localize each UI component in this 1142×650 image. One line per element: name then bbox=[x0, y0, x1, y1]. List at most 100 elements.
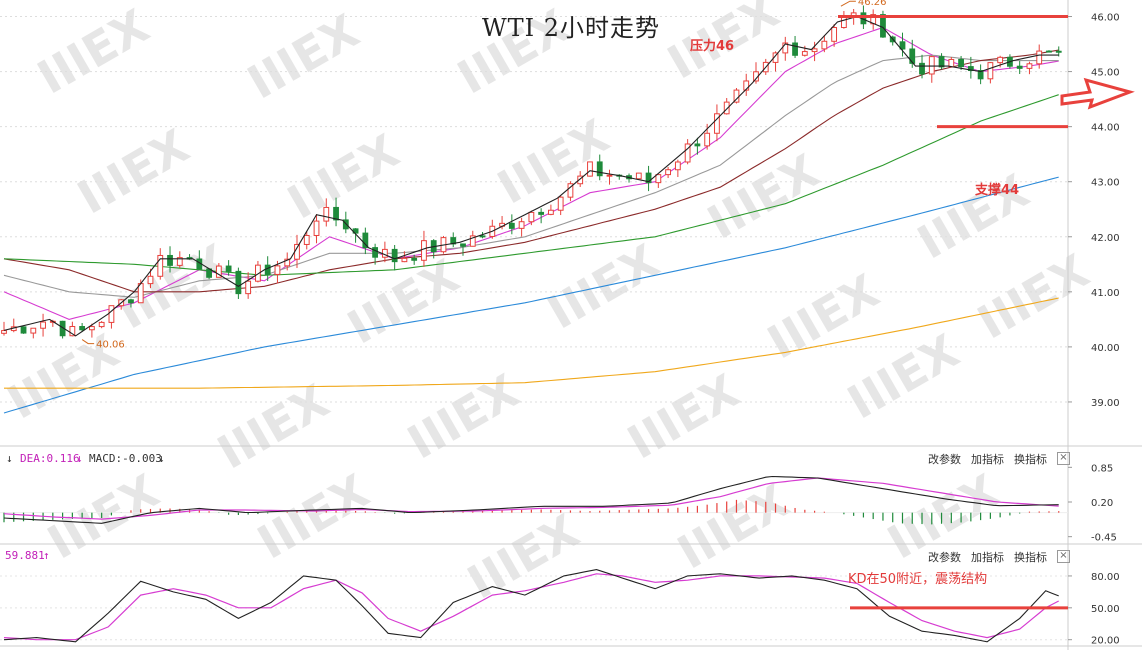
candle-body bbox=[987, 62, 994, 80]
candle-body bbox=[303, 234, 310, 245]
watermark-13: IIIEX bbox=[969, 244, 1098, 350]
candle-18 bbox=[176, 251, 183, 269]
candle-body bbox=[1026, 63, 1033, 69]
dea-label: DEA:0.116 bbox=[20, 452, 80, 465]
macd-close-icon[interactable]: × bbox=[1057, 452, 1070, 465]
price-tick-label-5: 41.00 bbox=[1091, 288, 1120, 299]
dea-line bbox=[3, 477, 1059, 520]
candle-body bbox=[264, 264, 271, 275]
candle-61 bbox=[596, 154, 603, 181]
candle-0 bbox=[1, 321, 7, 336]
candle-16 bbox=[157, 248, 164, 280]
candle-body bbox=[694, 143, 701, 147]
ma250-line bbox=[4, 297, 1059, 389]
candle-body bbox=[714, 113, 720, 134]
candle-58 bbox=[567, 181, 574, 202]
candle-body bbox=[518, 221, 525, 229]
candle-26 bbox=[255, 260, 261, 283]
candle-4 bbox=[40, 313, 46, 337]
candle-74 bbox=[723, 98, 730, 115]
candle-body bbox=[665, 169, 671, 176]
candle-37 bbox=[362, 227, 369, 255]
candle-93 bbox=[909, 39, 916, 68]
candle-96 bbox=[938, 53, 945, 70]
watermark-15: IIIEX bbox=[209, 374, 338, 480]
kd-switch-indicator-button[interactable]: 换指标 bbox=[1014, 551, 1047, 564]
kd-close-icon[interactable]: × bbox=[1057, 550, 1070, 563]
ma20-line bbox=[3, 54, 1059, 298]
candle-body bbox=[548, 209, 554, 215]
candle-body bbox=[567, 183, 574, 198]
candle-80 bbox=[782, 36, 789, 61]
candle-101 bbox=[987, 62, 994, 84]
candle-98 bbox=[958, 55, 964, 71]
candle-body bbox=[635, 172, 642, 180]
candle-42 bbox=[411, 254, 418, 265]
ma120-line bbox=[3, 176, 1059, 414]
kd-change-params-button[interactable]: 改参数 bbox=[928, 551, 961, 564]
low-marker bbox=[81, 339, 95, 345]
candle-40 bbox=[391, 245, 398, 271]
macd-switch-indicator-button[interactable]: 换指标 bbox=[1014, 453, 1047, 466]
watermark-16: IIIEX bbox=[399, 364, 528, 470]
candle-46 bbox=[450, 232, 457, 248]
candle-body bbox=[362, 232, 369, 249]
kd-add-indicator-button[interactable]: 加指标 bbox=[971, 551, 1004, 564]
candle-70 bbox=[684, 139, 691, 165]
kd-tick-label-1: 50.00 bbox=[1091, 604, 1120, 615]
candle-body bbox=[1016, 65, 1023, 69]
macd-change-params-button[interactable]: 改参数 bbox=[928, 453, 961, 466]
candle-15 bbox=[147, 268, 154, 289]
candle-23 bbox=[225, 260, 232, 276]
watermark-9: IIIEX bbox=[109, 234, 238, 340]
candle-body bbox=[723, 101, 730, 115]
watermark-18: IIIEX bbox=[839, 324, 968, 430]
candle-body bbox=[577, 175, 584, 185]
candle-1 bbox=[10, 318, 17, 333]
candle-body bbox=[88, 326, 95, 331]
candle-10 bbox=[98, 321, 105, 329]
candle-body bbox=[1036, 50, 1043, 65]
candle-body bbox=[928, 56, 935, 75]
kd-tick-label-2: 20.00 bbox=[1091, 636, 1120, 647]
candle-54 bbox=[528, 210, 535, 226]
candle-body bbox=[1055, 50, 1062, 53]
candle-body bbox=[645, 172, 652, 184]
candle-55 bbox=[538, 208, 545, 224]
candle-38 bbox=[372, 243, 379, 265]
kd-value-label: 59.881 bbox=[5, 549, 45, 562]
candle-body bbox=[274, 265, 281, 275]
candle-body bbox=[704, 132, 711, 147]
candle-body bbox=[391, 248, 398, 263]
watermark-17: IIIEX bbox=[619, 364, 748, 470]
candle-82 bbox=[801, 45, 808, 57]
candle-107 bbox=[1046, 50, 1052, 53]
candle-body bbox=[674, 161, 681, 171]
candle-body bbox=[255, 264, 261, 282]
candle-body bbox=[30, 327, 37, 334]
candle-84 bbox=[821, 35, 828, 53]
watermark-7: IIIEX bbox=[699, 144, 828, 250]
candle-body bbox=[20, 326, 27, 334]
candle-body bbox=[421, 240, 427, 261]
right-arrow-icon bbox=[1060, 77, 1135, 110]
candle-53 bbox=[518, 217, 525, 237]
candle-body bbox=[528, 211, 535, 223]
macd-add-indicator-button[interactable]: 加指标 bbox=[971, 453, 1004, 466]
candle-2 bbox=[20, 326, 27, 334]
candle-32 bbox=[313, 214, 320, 244]
candle-body bbox=[40, 321, 46, 329]
high-price-label: 46.26 bbox=[858, 0, 887, 8]
low-price-label: 40.06 bbox=[96, 340, 125, 351]
candle-body bbox=[831, 27, 838, 42]
candle-60 bbox=[587, 161, 593, 177]
candle-92 bbox=[899, 32, 906, 57]
candle-66 bbox=[645, 165, 652, 192]
support-annotation: 支撑44 bbox=[975, 183, 1020, 198]
candle-52 bbox=[508, 214, 515, 235]
candle-body bbox=[167, 254, 173, 266]
candle-68 bbox=[665, 166, 671, 179]
candle-81 bbox=[792, 35, 798, 59]
candle-29 bbox=[284, 252, 291, 271]
